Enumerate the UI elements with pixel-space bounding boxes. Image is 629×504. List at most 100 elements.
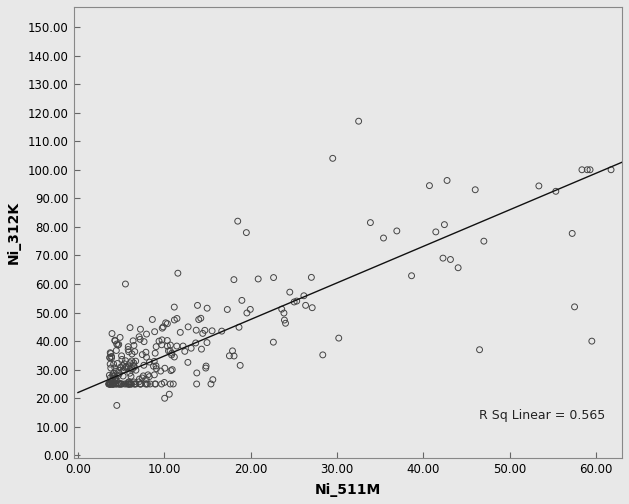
Point xyxy=(130,363,140,371)
Point xyxy=(577,166,587,174)
Point xyxy=(202,304,212,312)
Point xyxy=(318,351,328,359)
Point xyxy=(165,341,175,349)
Point xyxy=(172,342,182,350)
Y-axis label: Ni_312K: Ni_312K xyxy=(7,201,21,264)
Point xyxy=(111,367,121,375)
Point xyxy=(229,276,239,284)
Point xyxy=(105,380,115,388)
Point xyxy=(169,316,179,324)
Point xyxy=(105,349,115,357)
Point xyxy=(379,234,389,242)
Point xyxy=(162,320,172,328)
Point xyxy=(159,379,169,387)
Point xyxy=(104,380,114,388)
Point xyxy=(108,371,118,379)
Point xyxy=(166,366,176,374)
Point xyxy=(106,380,116,388)
Point xyxy=(129,378,139,386)
Point xyxy=(277,305,287,313)
Point xyxy=(137,351,147,359)
Point xyxy=(281,319,291,327)
Point xyxy=(135,380,145,388)
Point xyxy=(112,401,122,409)
Point xyxy=(157,324,167,332)
Point xyxy=(130,348,140,356)
Point xyxy=(126,372,136,381)
Point xyxy=(106,380,116,388)
Point xyxy=(121,363,131,371)
Point xyxy=(365,219,376,227)
Point xyxy=(164,347,174,355)
Point xyxy=(158,323,168,331)
Point xyxy=(425,181,435,190)
Point xyxy=(127,350,137,358)
Point xyxy=(123,362,133,370)
Point xyxy=(151,343,161,351)
Point xyxy=(108,380,118,388)
Point xyxy=(135,325,145,333)
Point xyxy=(217,327,227,335)
Point xyxy=(206,380,216,388)
Point xyxy=(172,314,182,323)
Point xyxy=(104,353,114,361)
Point xyxy=(157,336,167,344)
Point xyxy=(201,364,211,372)
Point xyxy=(194,316,204,324)
Point xyxy=(124,348,134,356)
Point xyxy=(167,365,177,373)
Point xyxy=(269,274,279,282)
Point xyxy=(114,366,124,374)
Point xyxy=(299,292,309,300)
Point xyxy=(111,346,121,354)
Point xyxy=(114,380,125,388)
Point xyxy=(108,380,118,388)
Point xyxy=(307,303,317,311)
Point xyxy=(169,303,179,311)
Point xyxy=(129,341,139,349)
Point xyxy=(108,369,118,377)
Point xyxy=(128,365,138,373)
Point xyxy=(168,380,178,388)
Point xyxy=(124,380,134,388)
Point xyxy=(202,339,212,347)
Point xyxy=(131,380,141,388)
Point xyxy=(165,347,175,355)
Point xyxy=(125,365,135,373)
Point xyxy=(149,357,159,365)
Point xyxy=(121,363,131,371)
Point xyxy=(107,380,117,388)
Point xyxy=(289,298,299,306)
Point xyxy=(106,364,116,372)
Point xyxy=(445,256,455,264)
Point xyxy=(118,372,128,380)
Point xyxy=(118,362,128,370)
Point xyxy=(160,364,170,372)
Point xyxy=(431,228,441,236)
Point xyxy=(108,373,118,381)
Point xyxy=(104,380,114,388)
Point xyxy=(125,380,135,388)
Point xyxy=(191,339,201,347)
Point xyxy=(470,185,481,194)
Point xyxy=(111,376,121,385)
Point xyxy=(110,337,120,345)
Point xyxy=(145,358,155,366)
Point xyxy=(301,301,311,309)
Point xyxy=(141,375,151,384)
Point xyxy=(474,346,484,354)
Point xyxy=(585,166,595,174)
Point xyxy=(353,117,364,125)
Point xyxy=(142,380,152,388)
Point xyxy=(125,359,135,367)
Point xyxy=(569,303,579,311)
Point xyxy=(131,357,141,365)
Point xyxy=(120,364,130,372)
Point xyxy=(114,379,124,387)
Point xyxy=(104,380,114,388)
Point xyxy=(109,380,119,388)
Point xyxy=(143,371,153,379)
Point xyxy=(145,380,155,388)
Point xyxy=(157,341,167,349)
Point xyxy=(128,337,138,345)
